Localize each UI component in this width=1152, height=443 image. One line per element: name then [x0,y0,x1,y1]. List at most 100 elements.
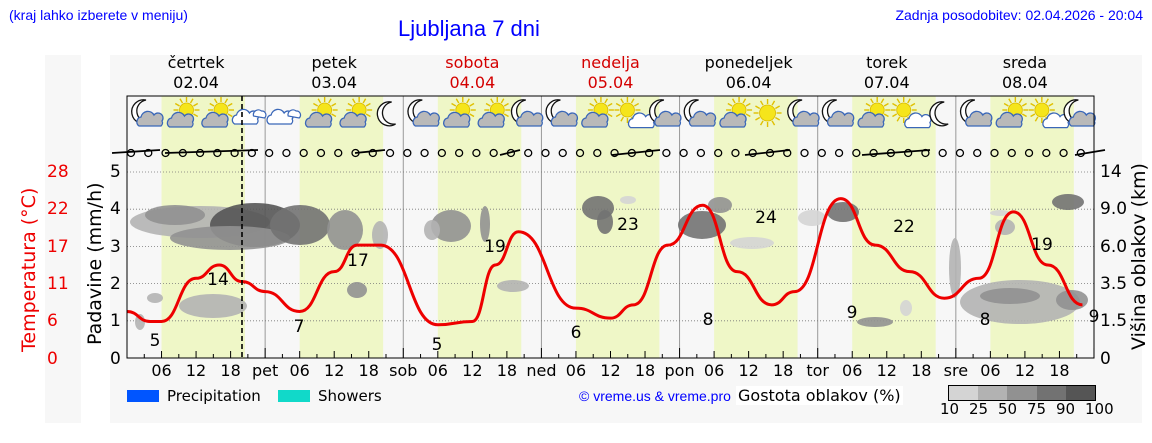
day-date: 02.04 [173,73,219,92]
sun-cloud-icon [339,97,373,128]
x-hour-label: 06 [289,361,310,380]
x-hour-label: 12 [600,361,621,380]
day-date: 06.04 [725,73,772,92]
cloud-density-tick: 25 [969,400,989,418]
temperature-value-label: 23 [617,215,639,235]
x-hour-label: 12 [462,361,483,380]
page-title: Ljubljana 7 dni [398,16,540,41]
sun-icon [753,99,782,127]
temperature-value-label: 19 [1031,235,1053,255]
temperature-tick: 22 [47,199,69,220]
temperature-tick: 0 [47,348,58,369]
moon-cloud-icon [545,99,579,127]
day-name: petek [311,53,357,72]
moon-icon [376,101,396,127]
cloud-density-swatch [1036,386,1066,400]
day-name: sreda [1002,53,1048,72]
cloud-height-axis-label: Višina oblakov (km) [1128,163,1150,350]
temperature-value-label: 5 [150,331,161,351]
x-hour-label: 12 [185,361,207,380]
cloud-height-tick: 9.0 [1100,199,1128,220]
sun-cloud-icon [857,97,891,128]
temperature-value-label: 19 [484,237,506,257]
location-hint-link[interactable]: (kraj lahko izberete v meniju) [9,7,188,23]
x-hour-label: 12 [324,361,345,380]
cloud-density-label: Gostota oblakov (%) [736,386,903,405]
cloud-height-tick: 0 [1100,348,1111,369]
temperature-tick: 28 [47,162,69,182]
moon-cloud-icon [787,99,820,127]
x-hour-label: 12 [876,361,897,380]
temperature-value-label: 17 [347,251,369,271]
precipitation-legend-label: Precipitation [167,387,261,405]
sun-small-cloud-icon [890,97,932,129]
sun-cloud-icon [443,97,476,128]
temperature-axis-label: Temperatura (°C) [18,187,40,352]
x-hour-label: 18 [220,361,241,380]
showers-swatch [278,390,310,402]
sun-cloud-icon [719,97,753,128]
cloud-density-swatch [1065,386,1096,400]
sun-cloud-icon [201,97,234,128]
cloud-density-tick: 90 [1056,400,1076,418]
x-day-label: tor [806,361,829,380]
sun-small-cloud-icon [1028,97,1070,129]
cloud-height-tick: 3.5 [1100,273,1128,294]
moon-cloud-icon [821,99,855,127]
temperature-value-label: 8 [703,310,714,330]
day-date: 03.04 [311,73,358,92]
daytime-bands [161,96,1074,358]
temperature-value-label: 6 [571,323,582,343]
day-name: ponedeljek [704,53,793,72]
cloud-icon [231,108,267,125]
moon-cloud-icon [959,99,993,127]
sun-cloud-icon [995,97,1029,128]
cloud-height-tick: 14 [1100,162,1122,182]
wind-barbs-row [111,148,1106,158]
precipitation-swatch [127,390,159,402]
cloud-density-swatch [949,386,979,400]
temperature-tick: 11 [47,273,69,294]
temperature-axis-panel [45,55,81,423]
temperature-value-label: 8 [980,310,991,330]
x-hour-label: 06 [842,361,863,380]
last-update-text: Zadnja posodobitev: 02.04.2026 - 20:04 [895,7,1143,23]
x-axis-ticks [126,348,1095,358]
showers-legend-label: Showers [318,387,382,405]
x-day-label: pet [251,361,279,380]
x-hour-label: 18 [911,361,932,380]
x-hour-label: 06 [151,361,172,380]
temperature-value-label: 24 [755,208,777,228]
sun-cloud-icon [304,97,338,128]
sun-cloud-icon [477,97,511,128]
precipitation-tick: 4 [110,199,121,220]
day-date: 05.04 [587,73,634,92]
cloud-height-tick: 6.0 [1100,236,1128,257]
copyright-link[interactable]: © vreme.us & vreme.pro [579,388,731,404]
x-day-label: ned [526,361,557,380]
x-hour-label: 18 [496,361,518,380]
precipitation-axis-label: Padavine (mm/h) [84,182,106,345]
temperature-tick: 6 [47,311,58,332]
sun-cloud-icon [581,97,614,128]
temperature-value-label: 7 [294,317,305,337]
temperature-value-label: 22 [893,217,915,237]
day-date: 07.04 [863,73,910,92]
precipitation-tick: 1 [110,311,121,332]
temperature-tick: 17 [47,236,69,257]
moon-cloud-icon [131,99,164,127]
x-hour-label: 12 [1014,361,1036,380]
moon-icon [929,101,949,127]
moon-cloud-icon [683,99,717,127]
x-hour-label: 18 [1049,361,1070,380]
precipitation-tick: 2 [110,273,121,294]
x-hour-label: 06 [703,361,725,380]
temperature-value-label: 5 [432,335,443,355]
weather-icons-row [131,97,1096,129]
cloud-density-scale [948,385,1096,401]
cloud-density-swatch [1007,386,1037,400]
moon-cloud-icon [649,99,682,127]
temperature-value-label: 9 [847,303,858,323]
day-name: torek [866,53,908,72]
